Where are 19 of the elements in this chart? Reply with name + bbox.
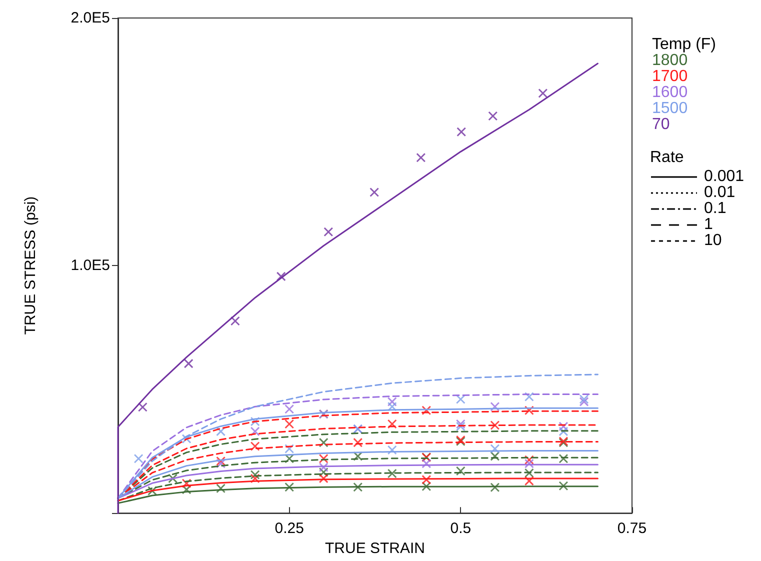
x-tick-label: 0.5 <box>450 520 472 538</box>
text: 10 <box>704 232 722 249</box>
text: 1500 <box>652 100 689 117</box>
text: 70 <box>652 116 671 133</box>
x-tick-label: 0.75 <box>617 520 647 538</box>
text: Rate <box>650 149 685 166</box>
legend-title: Temp (F) <box>652 36 716 53</box>
text: 0.01 <box>704 184 736 201</box>
text: 1 <box>704 216 713 233</box>
text: 1600 <box>652 84 689 101</box>
y-axis-title: TRUE STRESS (psi) <box>22 196 39 335</box>
x-tick-label: 0.25 <box>274 520 304 538</box>
text: 0.1 <box>704 200 726 217</box>
text: 1700 <box>652 68 689 85</box>
x-axis-title: TRUE STRAIN <box>324 540 426 557</box>
text: 0.001 <box>704 168 744 185</box>
text: 1800 <box>652 52 688 69</box>
y-tick-label: 1.0E5 <box>70 257 110 274</box>
y-tick-label: 2.0E5 <box>70 10 110 26</box>
